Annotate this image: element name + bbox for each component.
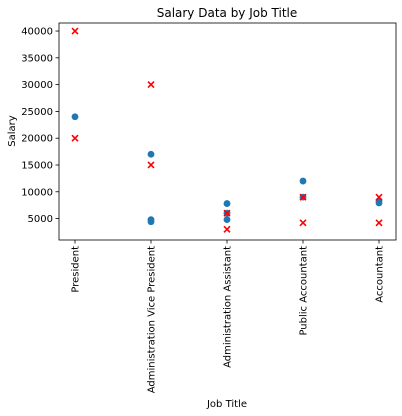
- data-point-x: [147, 161, 155, 169]
- y-tick-label: 40000: [21, 27, 53, 38]
- data-point-x: [299, 219, 307, 227]
- chart-title: Salary Data by Job Title: [157, 6, 298, 20]
- data-point-x: [71, 27, 79, 35]
- data-point-circle: [71, 113, 79, 121]
- x-tick-label: Accountant: [375, 246, 386, 303]
- x-tick-label: Administration Vice President: [147, 246, 158, 393]
- y-tick-label: 20000: [21, 134, 53, 145]
- data-point-x: [375, 219, 383, 227]
- data-point-x: [299, 193, 307, 201]
- y-tick-label: 5000: [28, 214, 53, 225]
- data-point-circle: [223, 200, 231, 207]
- y-tick-label: 10000: [21, 187, 53, 198]
- y-tick-label: 15000: [21, 160, 53, 171]
- x-axis-label: Job Title: [206, 399, 247, 410]
- data-point-circle: [375, 199, 383, 207]
- data-point-x: [71, 134, 79, 142]
- plot-area-frame: [58, 22, 397, 241]
- y-tick-label: 35000: [21, 53, 53, 64]
- data-point-circle: [299, 177, 307, 185]
- x-tick-label: President: [71, 246, 82, 293]
- data-point-circle: [147, 150, 155, 158]
- data-point-circle: [223, 216, 231, 224]
- y-tick-label: 30000: [21, 80, 53, 91]
- data-point-x: [223, 225, 231, 233]
- data-point-circle: [147, 218, 155, 226]
- data-point-x: [223, 209, 231, 217]
- x-tick-label: Public Accountant: [299, 246, 310, 336]
- data-point-x: [375, 193, 383, 201]
- y-tick-label: 25000: [21, 107, 53, 118]
- x-tick-label: Administration Assistant: [223, 246, 234, 368]
- data-point-x: [147, 81, 155, 89]
- y-axis-label: Salary: [7, 115, 18, 146]
